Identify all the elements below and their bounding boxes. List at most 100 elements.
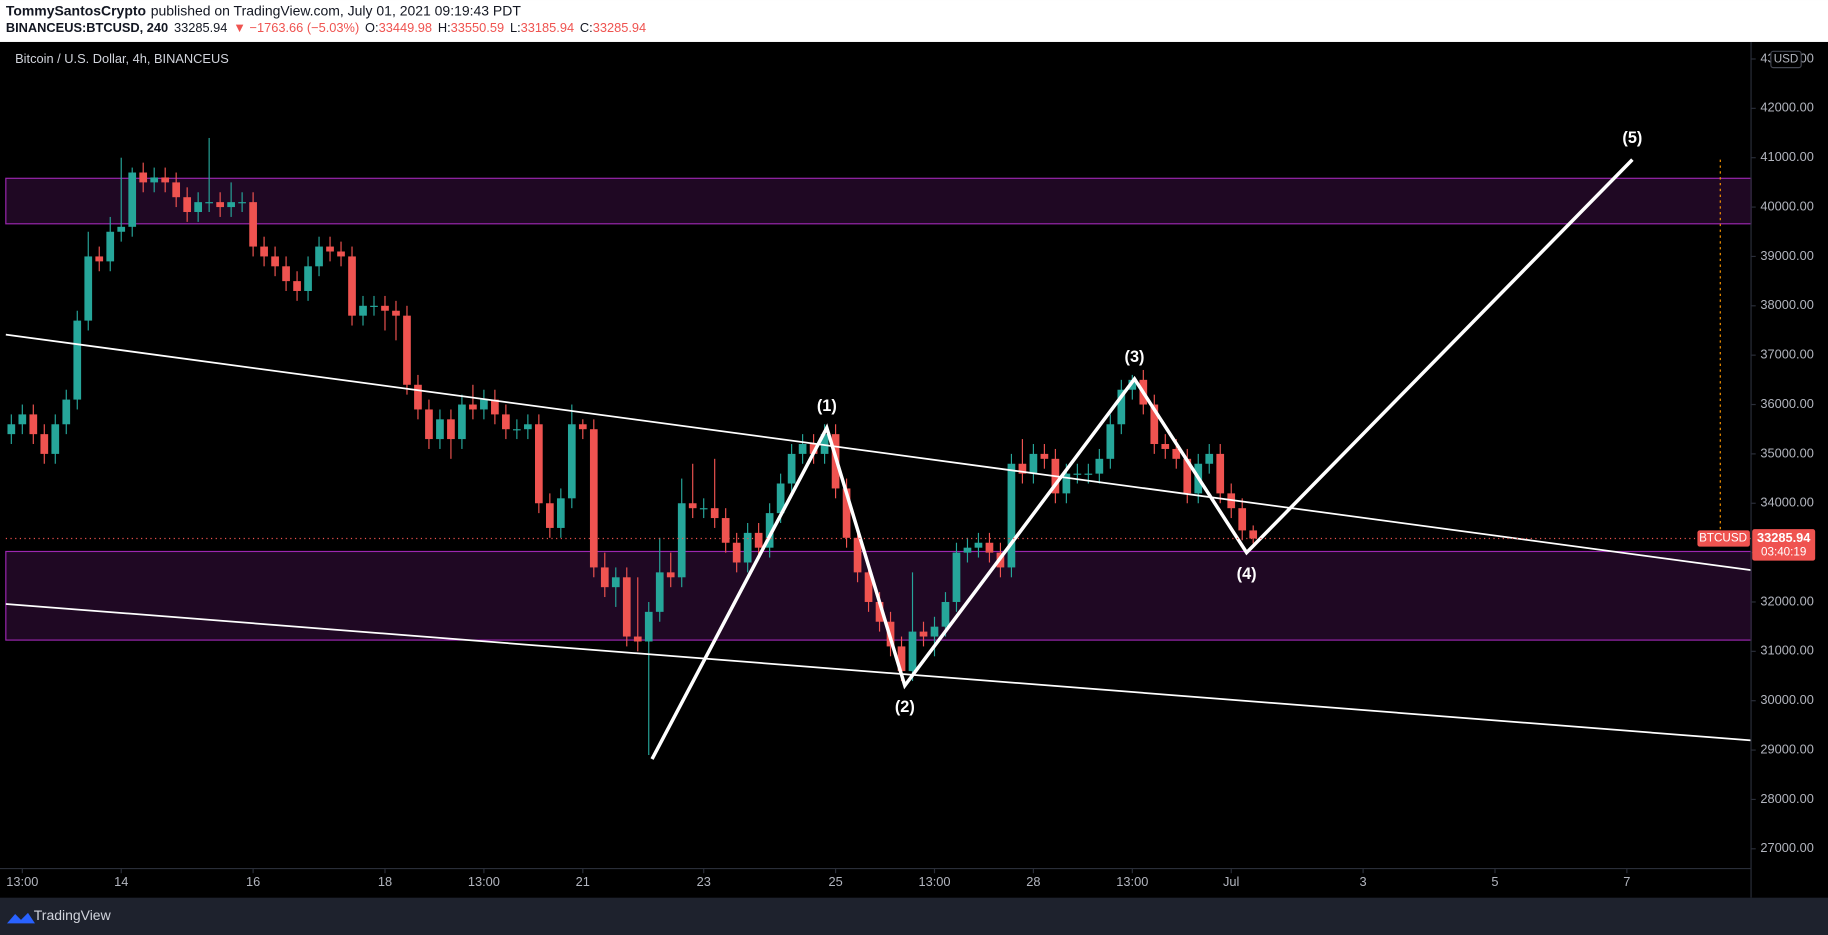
candle-body: [293, 281, 301, 291]
wave-label: (4): [1237, 565, 1257, 583]
candle-body: [227, 202, 235, 208]
candle-body: [183, 197, 192, 213]
candle-body: [117, 226, 126, 232]
candle-body: [128, 172, 137, 227]
x-tick-label: Jul: [1223, 874, 1239, 889]
wave-label: (2): [895, 698, 915, 716]
candle-body: [84, 256, 93, 321]
candle-body: [908, 631, 917, 672]
candle-body: [524, 424, 532, 430]
candle-body: [875, 601, 884, 622]
candle-body: [732, 542, 741, 563]
candle-body: [172, 182, 181, 198]
candle-body: [644, 611, 653, 642]
candle-body: [447, 419, 455, 440]
ohlc-value: 33285.94: [593, 21, 646, 36]
candle-body: [62, 399, 71, 425]
ohlc-value: 33550.59: [451, 21, 504, 36]
candle-body: [633, 636, 642, 642]
ohlc-label: L:: [510, 21, 521, 36]
candle-body: [1073, 473, 1082, 475]
author: TommySantosCrypto: [6, 2, 146, 18]
candle-body: [40, 434, 49, 454]
candle-body: [1216, 453, 1225, 494]
y-tick-label: 38000.00: [1760, 297, 1813, 312]
header-bg: [0, 0, 1828, 42]
candle-body: [73, 320, 82, 400]
candle-body: [359, 305, 367, 316]
candle-body: [348, 256, 356, 316]
x-tick-label: 18: [378, 874, 392, 889]
candle-body: [1040, 453, 1049, 459]
chart-bg: [0, 41, 1828, 898]
trend-line: [5, 603, 1752, 742]
footer-bg: [0, 897, 1828, 935]
candle-body: [985, 542, 994, 553]
candle-body: [1062, 473, 1071, 494]
candle-body: [611, 577, 620, 588]
candle-body: [29, 414, 38, 435]
candle-body: [436, 419, 444, 440]
y-tick-label: 29000.00: [1760, 741, 1813, 756]
zone: [5, 177, 1752, 225]
symbol-tag-bg: [1697, 530, 1750, 547]
ohlc-value: 33449.98: [379, 21, 432, 36]
currency: USD: [1774, 53, 1799, 66]
candle-body: [743, 532, 752, 563]
x-tick-label: 13:00: [918, 874, 950, 889]
y-tick-label: 36000.00: [1760, 396, 1813, 411]
y-tick-label: 32000.00: [1760, 593, 1813, 608]
candle-body: [1150, 404, 1159, 445]
candle-body: [1238, 508, 1247, 531]
candle-body: [260, 246, 268, 257]
footer-brand: TradingView: [34, 907, 112, 923]
candle-body: [1018, 463, 1027, 474]
price-tag: 33285.94: [1757, 530, 1811, 545]
candle-body: [930, 626, 939, 637]
candle-body: [688, 503, 697, 509]
candle-body: [216, 202, 224, 208]
candle-body: [1161, 444, 1170, 449]
candle-body: [161, 177, 170, 183]
candle-body: [699, 508, 708, 510]
candle-body: [150, 177, 159, 183]
candle-body: [425, 409, 433, 440]
plot: (1) (2) (3) (4) (5): [5, 129, 1752, 760]
candle-body: [381, 305, 389, 311]
candle-body: [666, 572, 675, 578]
candle-body: [205, 202, 213, 204]
y-tick-label: 31000.00: [1760, 643, 1813, 658]
candle-body: [919, 631, 928, 637]
candle-body: [370, 305, 378, 307]
candle-body: [249, 202, 257, 247]
y-tick-label: 30000.00: [1760, 692, 1813, 707]
candle-body: [1128, 379, 1137, 390]
candle-body: [1172, 448, 1181, 459]
wave-label: (5): [1622, 129, 1642, 147]
candle-body: [556, 498, 565, 528]
y-tick-label: 37000.00: [1760, 347, 1813, 362]
countdown: 03:40:19: [1761, 546, 1806, 559]
candle-body: [535, 424, 543, 504]
candle-body: [469, 404, 477, 410]
candle-body: [809, 444, 818, 454]
candle-body: [853, 537, 862, 573]
candle-body: [491, 399, 499, 415]
candle-body: [1249, 530, 1258, 539]
y-tick-label: 40000.00: [1760, 198, 1813, 213]
candle-body: [1205, 453, 1214, 464]
candle-body: [754, 532, 763, 548]
candle-body: [589, 429, 598, 568]
x-tick-label: 7: [1623, 874, 1630, 889]
candle-body: [952, 552, 961, 602]
candle-body: [304, 266, 312, 291]
candle-body: [765, 513, 774, 548]
candle-body: [403, 315, 411, 385]
x-tick-label: 13:00: [468, 874, 500, 889]
candle-body: [1106, 424, 1115, 459]
trend-line: [5, 333, 1752, 572]
candle-body: [7, 424, 16, 435]
candle-body: [513, 429, 521, 431]
published: published on TradingView.com, July 01, 2…: [151, 2, 522, 18]
